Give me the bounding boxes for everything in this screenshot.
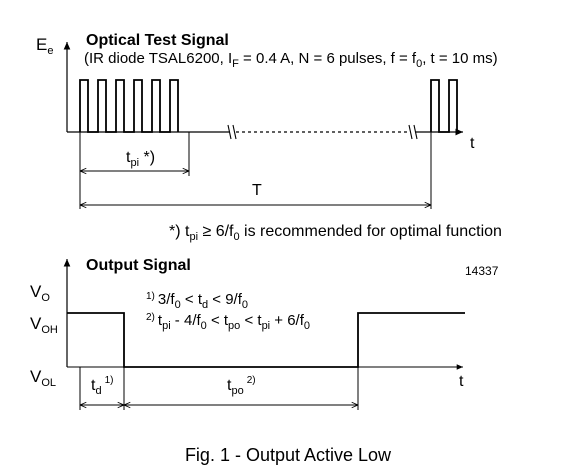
output-signal-title: Output Signal: [86, 257, 191, 274]
time-axis-label-bottom: t: [459, 373, 464, 390]
output-signal-panel: Output Signal 14337 VO VOH VOL t 1) 3/f0 …: [30, 257, 499, 410]
output-waveform: [67, 312, 465, 368]
tpi-label: tpi *): [126, 149, 155, 169]
pulse-burst-repeat: [430, 79, 458, 133]
tpo-label: tpo2): [227, 375, 256, 397]
td-label: td1): [91, 375, 113, 397]
ee-axis-label: Ee: [36, 35, 53, 57]
tpo-condition-note: 2) tpi - 4/f0 < tpo < tpi + 6/f0: [146, 312, 310, 332]
optical-signal-title: Optical Test Signal: [86, 32, 229, 49]
pulse-burst: [79, 79, 179, 133]
vo-label: VO: [30, 282, 50, 304]
figure-number: 14337: [465, 264, 499, 278]
period-label: T: [252, 182, 262, 199]
voh-label: VOH: [30, 314, 58, 336]
optical-test-signal-panel: Ee Optical Test Signal (IR diode TSAL620…: [36, 32, 502, 243]
td-condition-note: 1) 3/f0 < td < 9/f0: [146, 291, 248, 311]
optical-signal-subtitle: (IR diode TSAL6200, IF = 0.4 A, N = 6 pu…: [84, 50, 498, 70]
figure-caption: Fig. 1 - Output Active Low: [185, 445, 392, 465]
axis-break-marks: [227, 124, 418, 140]
extension-lines-bottom: [79, 367, 359, 410]
time-axis-label-top: t: [470, 135, 475, 152]
tpi-footnote: *) tpi ≥ 6/f0 is recommended for optimal…: [169, 223, 502, 243]
vol-label: VOL: [30, 367, 56, 389]
